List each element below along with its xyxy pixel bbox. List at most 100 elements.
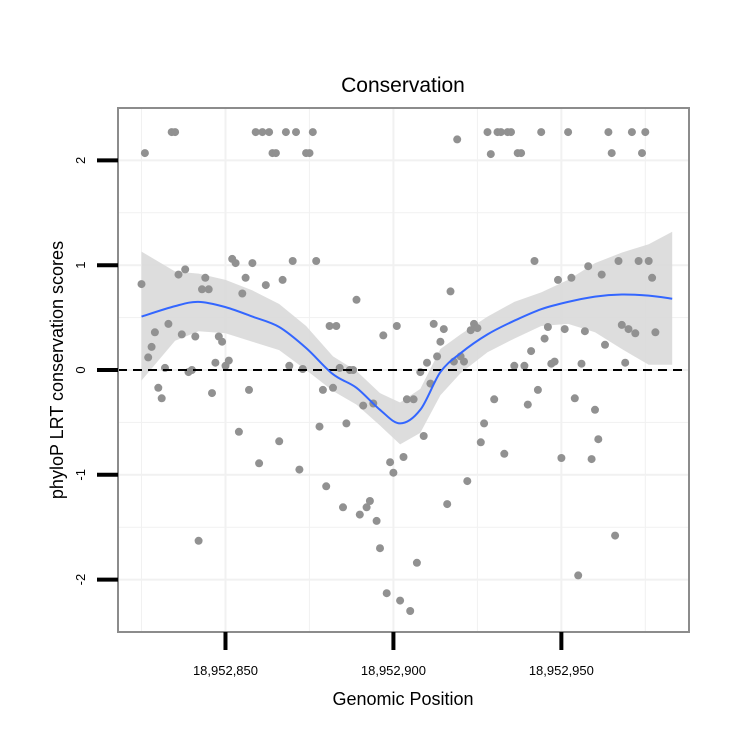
data-point	[352, 295, 361, 304]
data-point	[460, 357, 468, 366]
data-point	[634, 257, 643, 265]
x-tick-label: 18,952,900	[361, 663, 426, 678]
data-point	[429, 319, 438, 328]
data-point	[315, 422, 324, 431]
data-point	[201, 273, 210, 282]
data-point	[245, 385, 253, 394]
data-point	[305, 149, 314, 158]
data-point	[587, 455, 596, 464]
data-point	[241, 273, 250, 282]
data-point	[580, 327, 589, 336]
data-point	[554, 275, 562, 284]
data-point	[624, 325, 633, 334]
y-tick-label: -2	[73, 574, 88, 586]
data-point	[406, 607, 415, 615]
y-tick-label: 0	[73, 366, 88, 373]
x-axis-title: Genomic Position	[332, 689, 473, 709]
data-point	[507, 128, 515, 137]
x-axis-ticks: 18,952,850 18,952,900 18,952,950	[193, 632, 594, 678]
data-point	[288, 257, 297, 265]
data-point	[339, 503, 347, 512]
smooth-line	[141, 293, 673, 425]
data-point	[641, 128, 650, 137]
data-point	[322, 482, 331, 491]
data-point	[557, 454, 566, 462]
data-point	[591, 405, 599, 414]
data-point	[140, 149, 149, 158]
data-point	[365, 497, 374, 505]
data-point	[402, 395, 411, 404]
data-point	[446, 287, 455, 296]
data-point	[396, 596, 405, 605]
data-point	[258, 128, 267, 137]
data-point	[436, 337, 445, 346]
data-point	[560, 325, 569, 334]
data-point	[453, 135, 462, 144]
data-point	[433, 352, 442, 361]
data-point	[527, 347, 536, 356]
data-point	[187, 366, 196, 374]
data-point	[295, 465, 304, 474]
data-point	[144, 353, 153, 362]
data-point	[466, 326, 475, 335]
data-point	[157, 394, 166, 403]
data-point	[318, 385, 327, 394]
data-point	[362, 503, 371, 512]
data-point	[570, 394, 579, 403]
data-point	[520, 361, 529, 370]
data-point	[419, 432, 428, 440]
data-point	[382, 589, 391, 598]
data-point	[137, 280, 146, 289]
data-point	[617, 320, 626, 329]
data-point	[325, 322, 334, 330]
data-point	[540, 334, 549, 343]
data-point	[631, 329, 640, 338]
data-point	[335, 363, 344, 372]
scatter-points	[137, 128, 660, 615]
data-point	[386, 458, 395, 467]
data-point	[533, 385, 542, 394]
data-point	[218, 337, 227, 346]
y-tick-label: 2	[73, 157, 88, 164]
data-point	[399, 453, 408, 461]
data-point	[543, 323, 552, 331]
data-point	[601, 340, 609, 349]
data-point	[372, 516, 381, 525]
data-point	[255, 459, 264, 468]
x-tick-label: 18,952,950	[529, 663, 594, 678]
data-point	[604, 128, 613, 137]
data-point	[171, 128, 180, 137]
x-tick-label: 18,952,850	[193, 663, 258, 678]
y-axis-ticks: -2 -1 0 1 2	[73, 157, 118, 586]
data-point	[567, 273, 576, 282]
data-point	[651, 328, 660, 337]
data-point	[281, 128, 290, 137]
data-point	[248, 259, 257, 268]
y-tick-label: -1	[73, 469, 88, 481]
data-point	[423, 358, 431, 367]
chart-title: Conservation	[341, 74, 465, 97]
data-point	[342, 419, 351, 428]
data-point	[439, 325, 448, 334]
data-point	[463, 477, 472, 486]
data-point	[329, 383, 337, 392]
data-point	[550, 357, 559, 366]
data-point	[443, 500, 452, 509]
data-point	[275, 437, 284, 446]
data-point	[627, 128, 636, 137]
data-point	[312, 257, 321, 265]
data-point	[191, 332, 200, 341]
data-point	[224, 356, 233, 365]
data-point	[355, 510, 364, 519]
data-point	[177, 330, 186, 339]
data-point	[164, 319, 173, 328]
data-point	[379, 331, 388, 340]
data-point	[517, 149, 526, 158]
data-point	[285, 361, 294, 370]
data-point	[537, 128, 546, 137]
data-point	[251, 128, 260, 137]
y-axis-title: phyloP LRT conservation scores	[47, 241, 67, 499]
data-point	[278, 275, 287, 284]
data-point	[480, 419, 489, 428]
